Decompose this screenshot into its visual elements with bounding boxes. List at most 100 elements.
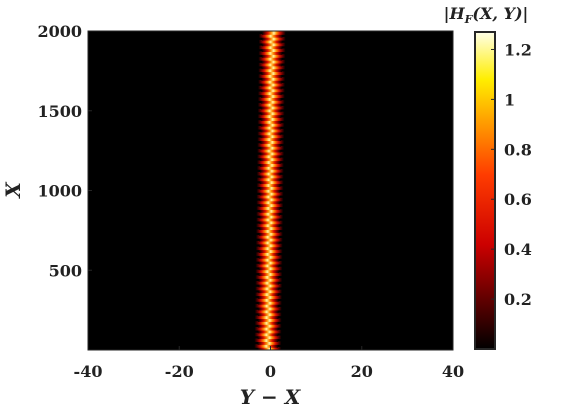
x-axis-ticks: -40 -20 0 20 40 <box>74 346 464 381</box>
colorbar-title-subscript: F <box>464 13 474 26</box>
heatmap-band-segment <box>255 269 280 274</box>
y-tick-label: 2000 <box>37 22 82 41</box>
heatmap-band-segment <box>260 123 285 127</box>
heatmap-band-segment <box>256 172 281 176</box>
heatmap-band-segment <box>258 283 283 288</box>
heatmap-band-segment <box>256 223 280 228</box>
heatmap-band-segment <box>257 131 282 136</box>
heatmap-band-segment <box>257 97 282 101</box>
x-axis-label: Y − X <box>240 385 302 409</box>
heatmap-band-segment <box>261 37 286 41</box>
heatmap-band-segment <box>258 68 283 73</box>
heatmap-band-segment <box>259 203 284 208</box>
heatmap-band-segment <box>255 275 280 279</box>
heatmap-band-segment <box>259 238 283 242</box>
heatmap-band-segment <box>255 229 280 233</box>
heatmap-band-segment <box>256 160 281 164</box>
heatmap-band-segment <box>259 186 284 190</box>
heatmap-band-segment <box>261 94 285 98</box>
y-axis-label: X <box>1 181 25 200</box>
y-tick-label: 500 <box>49 261 82 280</box>
colorbar-tick-label: 1.2 <box>504 40 532 59</box>
heatmap-band-segment <box>260 134 285 139</box>
colorbar-title-args: (X, Y)| <box>472 4 528 23</box>
heatmap-band-segment <box>258 74 282 78</box>
heatmap-band-segment <box>255 292 279 297</box>
heatmap-band-segment <box>257 143 281 147</box>
heatmap-band-segment <box>258 34 283 38</box>
heatmap-band-segment <box>256 206 281 210</box>
heatmap-band-segment <box>257 103 282 107</box>
y-tick-label: 1000 <box>37 182 82 201</box>
heatmap-band-segment <box>260 151 285 156</box>
heatmap-band-segment <box>258 62 283 67</box>
heatmap-band-segment <box>258 289 283 294</box>
heatmap-band-segment <box>256 177 281 182</box>
heatmap-band-segment <box>258 80 282 84</box>
heatmap-band-segment <box>256 194 281 199</box>
colorbar-ticks: 0.2 0.4 0.6 0.8 1 1.2 <box>491 40 532 309</box>
heatmap-band-segment <box>255 235 280 239</box>
colorbar-title-symbol: H <box>448 4 465 23</box>
heatmap-band-segment <box>258 85 282 90</box>
heatmap-band-segment <box>254 338 279 342</box>
heatmap-band-segment <box>256 183 281 187</box>
heatmap-band-segment <box>257 347 282 350</box>
heatmap-band-segment <box>258 261 283 265</box>
heatmap-band-segment <box>259 174 284 179</box>
heatmap-band-segment <box>257 329 282 334</box>
heatmap-band-segment <box>255 252 280 256</box>
heatmap-band-segment <box>258 57 283 61</box>
colorbar-tick-label: 0.4 <box>504 240 532 259</box>
heatmap-band-segment <box>259 209 284 213</box>
heatmap-band-segment <box>257 335 282 340</box>
heatmap-band-segment <box>257 149 281 153</box>
heatmap-band-segment <box>259 215 284 219</box>
heatmap-band-segment <box>260 117 285 121</box>
x-tick-label: -20 <box>165 362 194 381</box>
heatmap-band-segment <box>258 306 282 311</box>
heatmap-band-segment <box>257 341 282 345</box>
heatmap-band-segment <box>260 128 285 133</box>
heatmap-band-segment <box>254 332 279 337</box>
heatmap-band-segment <box>260 146 285 150</box>
heatmap-band-segment <box>257 114 282 119</box>
x-tick-label: -40 <box>74 362 103 381</box>
y-axis-ticks: 500 1000 1500 2000 <box>37 22 92 280</box>
x-tick-label: 40 <box>442 362 464 381</box>
heatmap-band-segment <box>254 321 279 325</box>
heatmap-band-segment <box>261 42 286 47</box>
heatmap-band-segment <box>256 166 281 170</box>
heatmap-band-segment <box>257 137 282 142</box>
heatmap-band-segment <box>255 258 280 262</box>
heatmap-band-segment <box>260 111 285 116</box>
heatmap-band-segment <box>256 212 280 216</box>
heatmap-band-segment <box>256 189 281 193</box>
y-tick-label: 1500 <box>37 102 82 121</box>
heatmap-band-segment <box>257 324 282 328</box>
heatmap-band-segment <box>258 45 283 50</box>
heatmap-band-segment <box>261 100 285 104</box>
heatmap-band-segment <box>255 263 280 268</box>
heatmap-band-segment <box>261 71 286 75</box>
heatmap-band-segment <box>255 298 279 302</box>
heatmap-band-segment <box>259 220 284 225</box>
heatmap-band-segment <box>255 240 280 245</box>
heatmap-band-segment <box>258 39 283 44</box>
x-tick-label: 20 <box>351 362 373 381</box>
heatmap-band-segment <box>258 301 282 305</box>
heatmap-band-segment <box>261 88 285 93</box>
heatmap-band-segment <box>254 304 279 308</box>
heatmap-band-segment <box>261 65 286 70</box>
heatmap-band-segment <box>256 217 280 222</box>
heatmap-band-segment <box>258 249 283 253</box>
heatmap-band-segment <box>259 192 284 196</box>
heatmap-band-segment <box>258 51 283 55</box>
heatmap-layer <box>254 31 286 350</box>
heatmap-band-segment <box>257 126 282 130</box>
heatmap-band-segment <box>257 120 282 124</box>
heatmap-band-segment <box>258 255 283 259</box>
heatmap-band-segment <box>260 157 284 162</box>
colorbar-tick-label: 0.2 <box>504 290 532 309</box>
heatmap-band-segment <box>258 243 283 248</box>
